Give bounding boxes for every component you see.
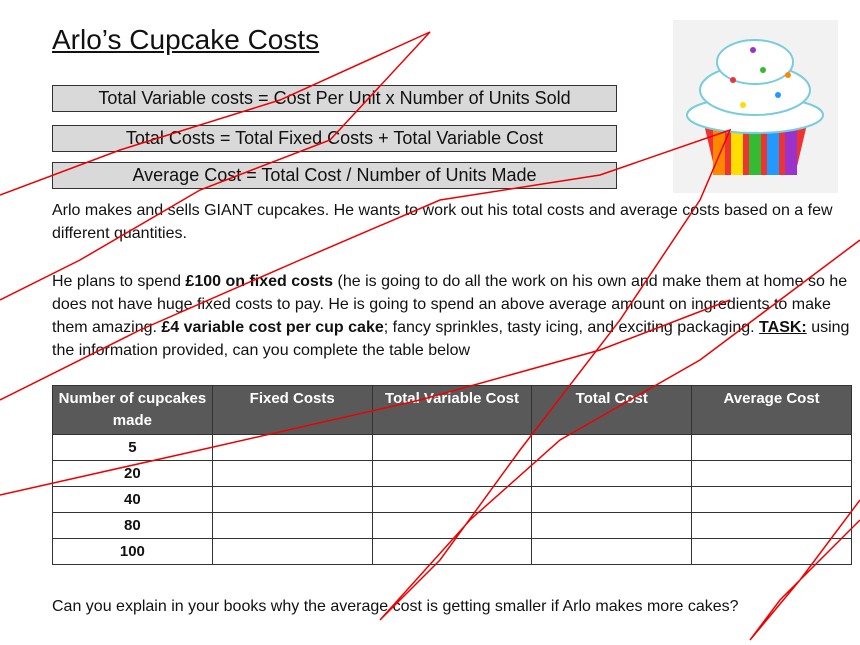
formula: Total Costs = Total Fixed Costs + Total … (52, 125, 617, 152)
empty-cell (211, 512, 373, 539)
quantity-cell: 5 (52, 434, 213, 461)
empty-cell (531, 460, 693, 487)
empty-cell (691, 434, 852, 461)
formula: Average Cost = Total Cost / Number of Un… (52, 162, 617, 189)
text: He plans to spend (52, 273, 186, 290)
text: ; fancy sprinkles, tasty icing, and exci… (383, 319, 760, 336)
cupcake-image (673, 20, 838, 193)
header-cell: Total Variable Cost (371, 385, 533, 435)
empty-cell (691, 460, 852, 487)
table-row: 80 (52, 512, 852, 539)
empty-cell (211, 486, 373, 513)
empty-cell (531, 434, 693, 461)
empty-cell (371, 512, 533, 539)
plan: He plans to spend £100 on fixed costs (h… (52, 270, 852, 362)
task-label: TASK: (759, 319, 807, 336)
cost-table: Number of cupcakes made Fixed Costs Tota… (52, 385, 852, 565)
empty-cell (371, 460, 533, 487)
quantity-cell: 80 (52, 512, 213, 539)
table-row: 20 (52, 460, 852, 487)
bold-text: £100 on fixed costs (185, 273, 334, 290)
quantity-cell: 20 (52, 460, 213, 487)
empty-cell (371, 434, 533, 461)
header-cell: Total Cost (531, 385, 693, 435)
empty-cell (531, 486, 693, 513)
title: Arlo’s Cupcake Costs (52, 24, 320, 55)
empty-cell (371, 538, 533, 565)
empty-cell (371, 486, 533, 513)
formula: Total Variable costs = Cost Per Unit x N… (52, 85, 617, 112)
bold-text: £4 variable cost per cup cake (161, 319, 384, 336)
intro: Arlo makes and sells GIANT cupcakes. He … (52, 202, 833, 242)
question: Can you explain in your books why the av… (52, 598, 739, 615)
quantity-cell: 40 (52, 486, 213, 513)
empty-cell (211, 460, 373, 487)
empty-cell (531, 512, 693, 539)
header-cell: Average Cost (691, 385, 852, 435)
table-row: 5 (52, 434, 852, 461)
empty-cell (211, 538, 373, 565)
quantity-cell: 100 (52, 538, 213, 565)
header-cell: Number of cupcakes made (52, 385, 213, 435)
table-row: 40 (52, 486, 852, 513)
empty-cell (531, 538, 693, 565)
header-cell: Fixed Costs (211, 385, 373, 435)
empty-cell (691, 538, 852, 565)
empty-cell (691, 512, 852, 539)
table-row: 100 (52, 538, 852, 565)
empty-cell (211, 434, 373, 461)
empty-cell (691, 486, 852, 513)
